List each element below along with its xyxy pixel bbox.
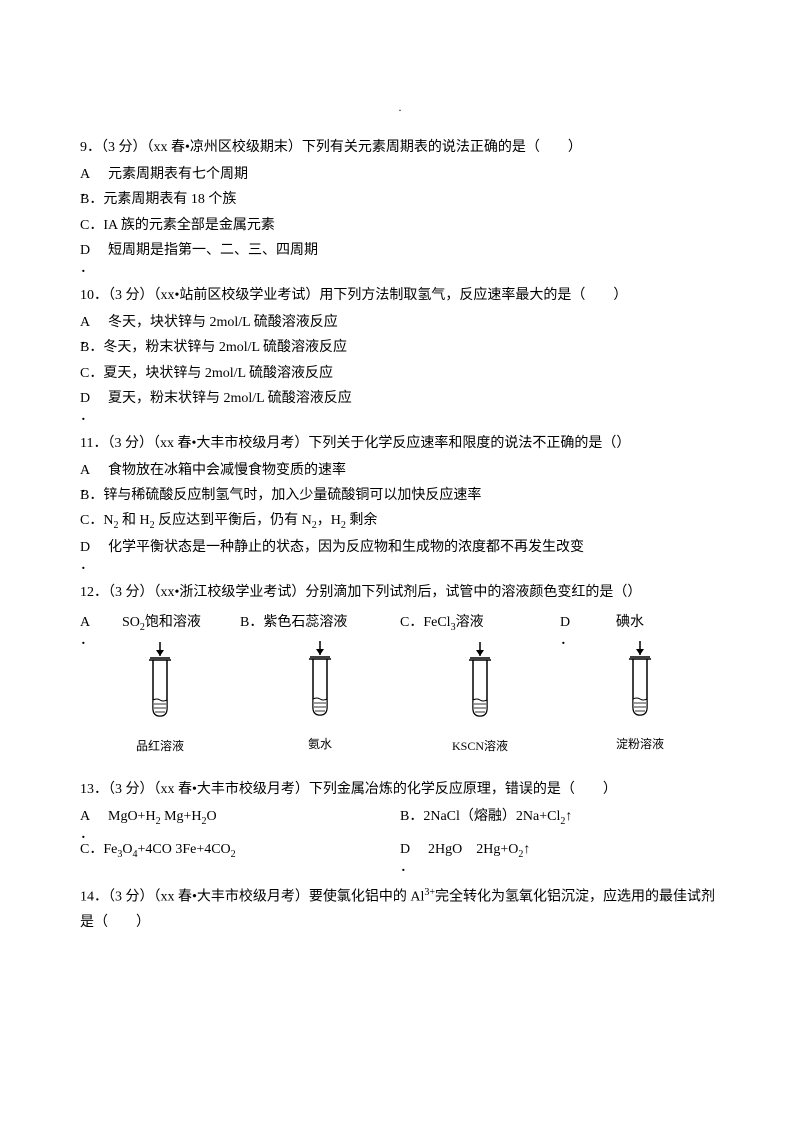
option-text: 夏天，粉末状锌与 2mol/L 硫酸溶液反应 <box>108 386 720 411</box>
test-tube-icon <box>620 641 660 721</box>
tube-label: KSCN溶液 <box>400 736 560 758</box>
option-letter: D <box>80 535 108 560</box>
q13-option-d: D 2HgO 2Hg+O2↑ <box>400 837 720 864</box>
q11-option-b: B．锌与稀硫酸反应制氢气时，加入少量硫酸铜可以加快反应速率 <box>80 483 720 508</box>
tube-label: 品红溶液 <box>80 736 240 758</box>
q9-option-c: C．IA 族的元素全部是金属元素 <box>80 213 720 238</box>
q12-stem: 12．（3 分）（xx•浙江校级学业考试）分别滴加下列试剂后，试管中的溶液颜色变… <box>80 580 720 605</box>
tube-label: 氨水 <box>240 734 400 756</box>
option-text: B．锌与稀硫酸反应制氢气时，加入少量硫酸铜可以加快反应速率 <box>80 483 720 508</box>
q12-option-a: A SO2饱和溶液 <box>80 610 240 758</box>
page: . 9．（3 分）（xx 春•凉州区校级期末）下列有关元素周期表的说法正确的是（… <box>0 0 800 995</box>
q12-option-b: B．紫色石蕊溶液 <box>240 610 400 758</box>
option-text: 元素周期表有七个周期 <box>108 162 720 187</box>
q10-option-d: D 夏天，粉末状锌与 2mol/L 硫酸溶液反应 <box>80 386 720 411</box>
question-10: 10．（3 分）（xx•站前区校级学业考试）用下列方法制取氢气，反应速率最大的是… <box>80 283 720 411</box>
q13-option-a: A MgO+H2 Mg+H2O <box>80 804 400 831</box>
test-tube-icon <box>460 642 500 722</box>
option-letter: A <box>80 310 108 335</box>
option-letter: D <box>400 837 428 862</box>
q14-stem: 14．（3 分）（xx 春•大丰市校级月考）要使氯化铝中的 Al3+完全转化为氢… <box>80 884 720 935</box>
q13-row2: C．Fe3O4+4CO 3Fe+4CO2 D 2HgO 2Hg+O2↑ <box>80 837 720 864</box>
q13-stem: 13．（3 分）（xx 春•大丰市校级月考）下列金属冶炼的化学反应原理，错误的是… <box>80 777 720 802</box>
option-text: 食物放在冰箱中会减慢食物变质的速率 <box>108 458 720 483</box>
option-text: 冬天，块状锌与 2mol/L 硫酸溶液反应 <box>108 310 720 335</box>
option-text: 化学平衡状态是一种静止的状态，因为反应物和生成物的浓度都不再发生改变 <box>108 535 720 560</box>
question-12: 12．（3 分）（xx•浙江校级学业考试）分别滴加下列试剂后，试管中的溶液颜色变… <box>80 580 720 757</box>
q10-stem: 10．（3 分）（xx•站前区校级学业考试）用下列方法制取氢气，反应速率最大的是… <box>80 283 720 308</box>
q12-option-c: C．FeCl3溶液 <box>400 610 560 758</box>
q10-option-a: A 冬天，块状锌与 2mol/L 硫酸溶液反应 <box>80 310 720 335</box>
option-text: C．夏天，块状锌与 2mol/L 硫酸溶液反应 <box>80 361 720 386</box>
q9-option-a: A 元素周期表有七个周期 <box>80 162 720 187</box>
q10-option-c: C．夏天，块状锌与 2mol/L 硫酸溶液反应 <box>80 361 720 386</box>
q11-option-d: D 化学平衡状态是一种静止的状态，因为反应物和生成物的浓度都不再发生改变 <box>80 535 720 560</box>
test-tube-icon <box>140 642 180 722</box>
option-letter: D <box>80 238 108 263</box>
option-letter: A <box>80 804 108 829</box>
tube-label: 淀粉溶液 <box>560 734 720 756</box>
option-text: 2HgO 2Hg+O2↑ <box>428 837 720 864</box>
question-9: 9．（3 分）（xx 春•凉州区校级期末）下列有关元素周期表的说法正确的是（ ）… <box>80 135 720 263</box>
question-14: 14．（3 分）（xx 春•大丰市校级月考）要使氯化铝中的 Al3+完全转化为氢… <box>80 884 720 935</box>
q11-option-a: A 食物放在冰箱中会减慢食物变质的速率 <box>80 458 720 483</box>
test-tube-icon <box>300 641 340 721</box>
question-11: 11．（3 分）（xx 春•大丰市校级月考）下列关于化学反应速率和限度的说法不正… <box>80 431 720 561</box>
page-dot: . <box>80 100 720 115</box>
q9-stem: 9．（3 分）（xx 春•凉州区校级期末）下列有关元素周期表的说法正确的是（ ） <box>80 135 720 160</box>
q9-option-d: D 短周期是指第一、二、三、四周期 <box>80 238 720 263</box>
q9-option-b: B．元素周期表有 18 个族 <box>80 187 720 212</box>
option-text: 短周期是指第一、二、三、四周期 <box>108 238 720 263</box>
q10-option-b: B．冬天，粉末状锌与 2mol/L 硫酸溶液反应 <box>80 335 720 360</box>
q12-option-d: D 碘水 <box>560 610 720 758</box>
question-13: 13．（3 分）（xx 春•大丰市校级月考）下列金属冶炼的化学反应原理，错误的是… <box>80 777 720 864</box>
q11-option-c: C．N2 和 H2 反应达到平衡后，仍有 N2，H2 剩余 <box>80 508 720 535</box>
q11-stem: 11．（3 分）（xx 春•大丰市校级月考）下列关于化学反应速率和限度的说法不正… <box>80 431 720 456</box>
option-letter: D <box>80 386 108 411</box>
option-text: C．IA 族的元素全部是金属元素 <box>80 213 720 238</box>
option-letter: A <box>80 162 108 187</box>
option-text: B．冬天，粉末状锌与 2mol/L 硫酸溶液反应 <box>80 335 720 360</box>
q13-option-c: C．Fe3O4+4CO 3Fe+4CO2 <box>80 837 400 864</box>
q12-options: A SO2饱和溶液 <box>80 610 720 758</box>
option-text: C．N2 和 H2 反应达到平衡后，仍有 N2，H2 剩余 <box>80 508 720 535</box>
q13-row1: A MgO+H2 Mg+H2O B．2NaCl（熔融）2Na+Cl2↑ <box>80 804 720 831</box>
option-letter: A <box>80 458 108 483</box>
q13-option-b: B．2NaCl（熔融）2Na+Cl2↑ <box>400 804 720 831</box>
option-text: MgO+H2 Mg+H2O <box>108 804 400 831</box>
option-text: B．元素周期表有 18 个族 <box>80 187 720 212</box>
